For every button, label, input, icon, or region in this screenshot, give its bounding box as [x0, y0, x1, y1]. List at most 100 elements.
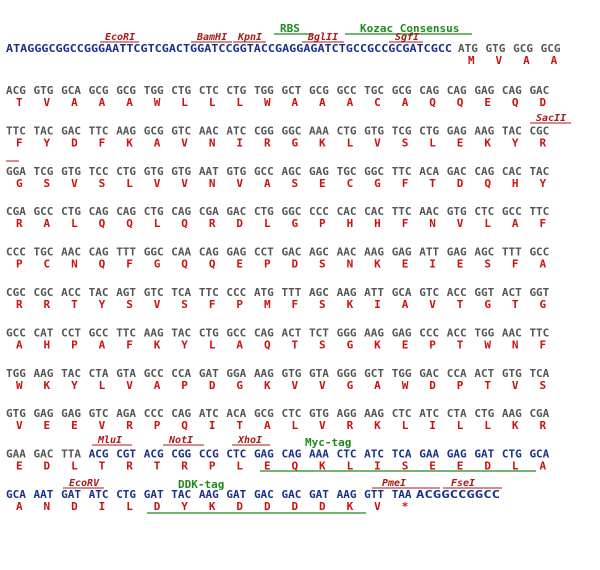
codon-r1-11: GCG	[309, 84, 329, 97]
sgfi-label: SgfI	[395, 32, 419, 43]
amino-acid-r3-2: V	[71, 177, 78, 190]
amino-acid-r7-17: W	[484, 338, 491, 351]
amino-acid-r9-13: K	[374, 419, 381, 432]
codon-r7-4: TTC	[116, 326, 136, 339]
amino-acid-r6-17: G	[484, 298, 491, 311]
amino-acid-r7-10: T	[292, 338, 299, 351]
codon-r1-10: GCT	[282, 84, 302, 97]
amino-acid-r6-10: F	[292, 298, 299, 311]
amino-acid-r2-18: Y	[512, 136, 519, 149]
codon-r1-13: TGC	[364, 84, 384, 97]
codon-r8-18: GTG	[502, 367, 522, 380]
codon-r5-4: TTT	[116, 246, 136, 259]
codon-r6-14: GCA	[392, 286, 412, 299]
amino-acid-r10-12: L	[347, 460, 354, 473]
amino-acid-r6-7: F	[209, 298, 216, 311]
codon-r6-5: GTC	[144, 286, 164, 299]
codon-r7-12: GGG	[337, 326, 357, 339]
codon-r7-6: TAC	[171, 326, 191, 339]
codon-r1-15: CAG	[419, 84, 439, 97]
codon-r1-0: ACG	[6, 84, 26, 97]
codon-r10-4: CGT	[116, 448, 136, 461]
amino-acid-r7-8: A	[236, 338, 243, 351]
amino-acid-r11-6: Y	[181, 500, 188, 513]
codon-r4-0: CGA	[6, 205, 26, 218]
amino-acid-r10-16: E	[457, 460, 464, 473]
codon-r5-10: GAC	[282, 246, 302, 259]
codon-r2-11: AAA	[309, 124, 329, 137]
amino-acid-r7-7: L	[209, 338, 216, 351]
amino-acid-r0-0: M	[468, 54, 475, 67]
amino-acid-r5-14: E	[402, 258, 409, 271]
codon-r6-3: TAC	[89, 286, 109, 299]
amino-acid-r3-9: A	[264, 177, 271, 190]
codon-r5-11: AGC	[309, 246, 329, 259]
sacii-label: SacII	[536, 113, 566, 124]
codon-r9-2: GAG	[61, 407, 81, 420]
amino-acid-r7-18: N	[512, 338, 519, 351]
amino-acid-r2-6: V	[181, 136, 188, 149]
amino-acid-r9-12: R	[347, 419, 354, 432]
amino-acid-r5-4: F	[126, 258, 133, 271]
amino-acid-r1-16: Q	[457, 96, 464, 109]
amino-acid-r11-12: K	[347, 500, 354, 513]
codon-r5-13: AAG	[364, 246, 384, 259]
codon-r5-15: ATT	[419, 246, 439, 259]
row10-annotations: MluI NotI XhoI Myc-tag	[92, 435, 536, 472]
amino-acid-r9-2: E	[71, 419, 78, 432]
amino-acid-r2-9: R	[264, 136, 271, 149]
amino-acid-r8-7: D	[209, 379, 216, 392]
amino-acid-r6-4: S	[126, 298, 133, 311]
amino-acid-r6-0: R	[16, 298, 23, 311]
amino-acid-r7-1: H	[44, 338, 51, 351]
amino-acid-r10-4: R	[126, 460, 133, 473]
amino-acid-r1-17: E	[484, 96, 491, 109]
codon-r2-7: AAC	[199, 124, 219, 137]
codon-r5-7: CAG	[199, 246, 219, 259]
amino-acid-r2-13: V	[374, 136, 381, 149]
xhoi-label: XhoI	[237, 435, 262, 446]
codon-r5-5: GGC	[144, 246, 164, 259]
amino-acid-r7-12: G	[347, 338, 354, 351]
codon-r7-1: CAT	[34, 326, 54, 339]
amino-acid-r1-11: A	[319, 96, 326, 109]
codon-r6-9: ATG	[254, 286, 274, 299]
codon-r11-13: GTT	[364, 488, 384, 501]
amino-acid-r4-19: F	[539, 217, 546, 230]
amino-acid-r1-1: V	[44, 96, 51, 109]
codon-r11-12: AAG	[337, 488, 357, 501]
amino-acid-r6-9: M	[264, 298, 271, 311]
codon-r9-9: GCG	[254, 407, 274, 420]
myc-tag-label: Myc-tag	[305, 436, 351, 449]
codon-r7-19: TTC	[529, 326, 549, 339]
codon-r10-11: AAA	[309, 448, 329, 461]
amino-acid-r9-16: L	[457, 419, 464, 432]
codon-r10-17: GAT	[474, 448, 494, 461]
codon-r8-14: TGG	[392, 367, 412, 380]
codon-r8-9: AAG	[254, 367, 274, 380]
amino-acid-r11-1: N	[44, 500, 51, 513]
amino-acid-r2-2: D	[71, 136, 78, 149]
codon-r8-12: GGG	[337, 367, 357, 380]
codon-r5-3: CAG	[89, 246, 109, 259]
amino-acid-r1-18: Q	[512, 96, 519, 109]
amino-acid-r8-3: L	[99, 379, 106, 392]
codon-r10-0: GAA	[6, 448, 26, 461]
amino-acid-r3-18: H	[512, 177, 519, 190]
amino-acid-r8-10: V	[292, 379, 299, 392]
amino-acid-r11-7: K	[209, 500, 216, 513]
amino-acid-r1-8: L	[236, 96, 243, 109]
amino-acid-r7-16: T	[457, 338, 464, 351]
amino-acid-r10-7: P	[209, 460, 216, 473]
amino-acid-r1-9: W	[264, 96, 271, 109]
amino-acid-r3-7: N	[209, 177, 216, 190]
amino-acid-r9-6: Q	[181, 419, 188, 432]
amino-acid-r4-1: A	[44, 217, 51, 230]
amino-acid-r4-10: G	[292, 217, 299, 230]
codon-r6-11: AGC	[309, 286, 329, 299]
codon-r7-5: AAG	[144, 326, 164, 339]
codon-r2-19: CGC	[529, 124, 549, 137]
codon-r7-11: TCT	[309, 326, 329, 339]
